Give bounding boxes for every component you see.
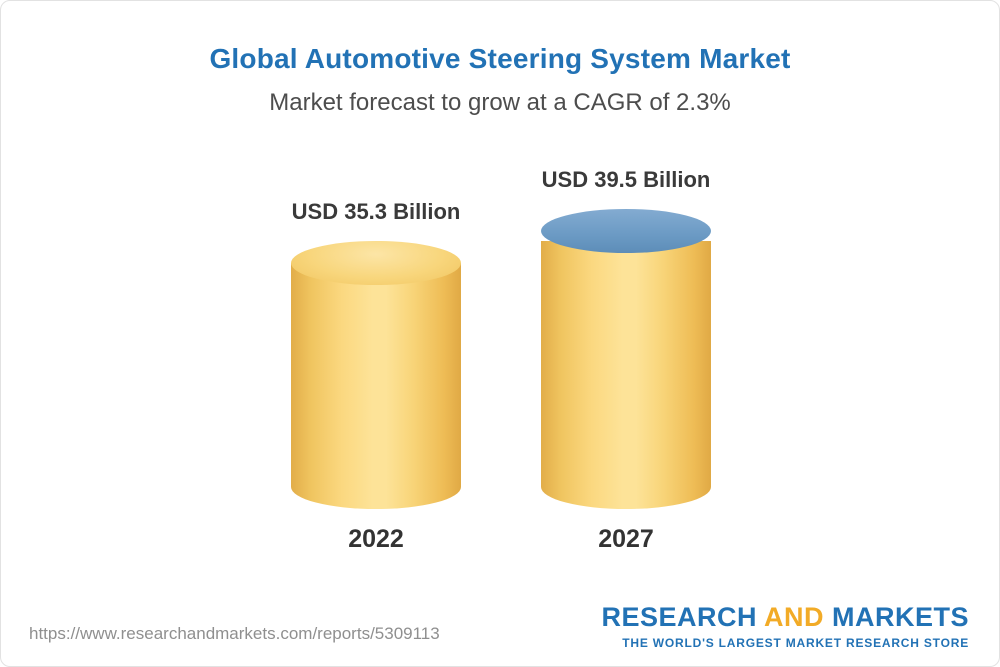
cylinder-2022-top-face xyxy=(291,241,461,285)
logo-tagline: THE WORLD'S LARGEST MARKET RESEARCH STOR… xyxy=(622,636,969,650)
report-url: https://www.researchandmarkets.com/repor… xyxy=(29,624,440,643)
chart-title: Global Automotive Steering System Market xyxy=(209,43,791,74)
logo-word-markets: MARKETS xyxy=(824,602,969,632)
bar-value-label-2027: USD 39.5 Billion xyxy=(541,167,711,192)
cylinder-2022-body xyxy=(291,263,461,509)
bar-value-label-2022: USD 35.3 Billion xyxy=(291,199,461,224)
cylinder-2027 xyxy=(541,209,711,509)
bar-year-label-2027: 2027 xyxy=(598,525,654,553)
research-and-markets-logo: RESEARCH AND MARKETS THE WORLD'S LARGEST… xyxy=(601,602,969,650)
bar-year-label-2022: 2022 xyxy=(348,525,404,553)
logo-word-and: AND xyxy=(764,602,824,632)
cylinder-2027-growth-cap xyxy=(541,209,711,285)
cylinder-2027-cap-top-face xyxy=(541,209,711,253)
cylinder-2022 xyxy=(291,241,461,509)
cylinder-2027-body xyxy=(541,241,711,509)
logo-word-research: RESEARCH xyxy=(601,602,764,632)
bar-group-2022: USD 35.3 Billion 2022 xyxy=(291,199,461,556)
chart-subtitle: Market forecast to grow at a CAGR of 2.3… xyxy=(269,89,731,116)
logo-wordmark: RESEARCH AND MARKETS xyxy=(601,602,969,633)
bar-group-2027: USD 39.5 Billion 2027 xyxy=(541,167,711,556)
